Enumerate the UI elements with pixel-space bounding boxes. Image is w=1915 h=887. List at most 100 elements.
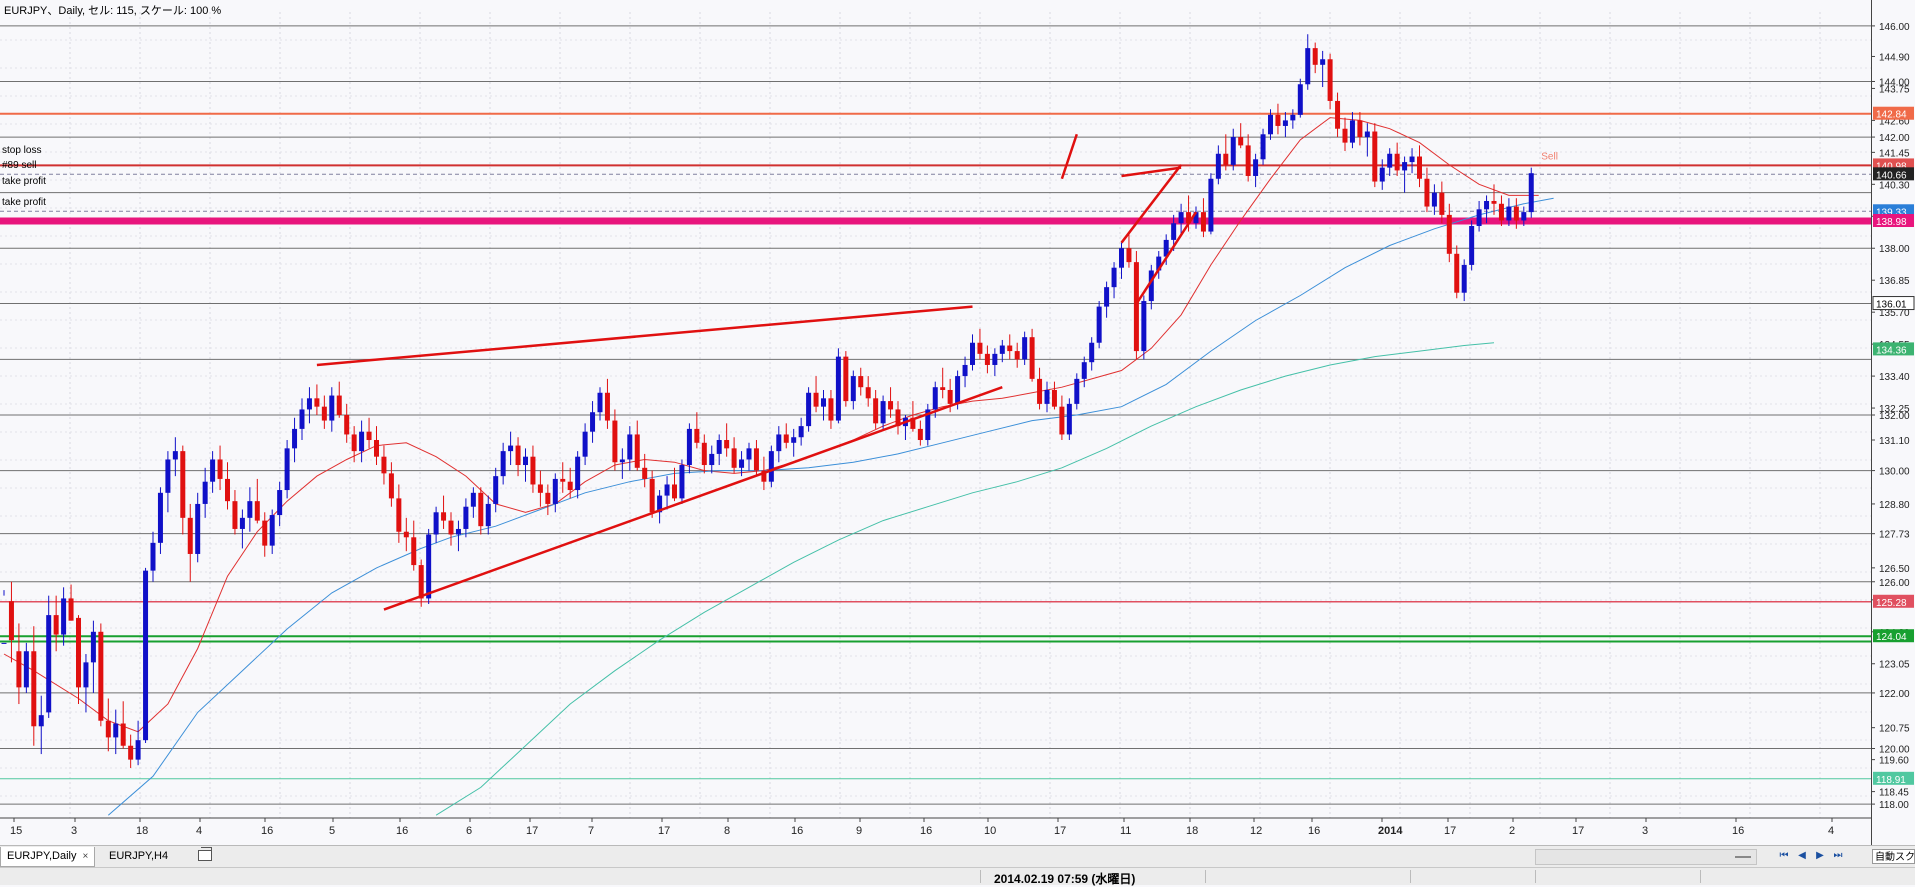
price-tick-label: 146.00 [1879,22,1910,33]
time-tick-label: 16 [920,825,932,837]
price-tag [1873,214,1914,228]
candle-body [761,470,767,482]
price-tick-label: 140.30 [1879,180,1910,191]
candle-body [932,387,938,410]
candle-body [627,434,633,460]
candle-body [806,392,812,427]
price-tag-label: 138.98 [1876,217,1907,228]
candle-body [1104,287,1110,307]
time-tick-label: 16 [261,825,273,837]
window-restore-icon[interactable] [198,847,212,861]
candle-body [582,431,588,457]
price-tick-label: 128.80 [1879,500,1910,511]
candle-body [1506,206,1512,221]
candle-body [1223,153,1229,165]
price-tick-label: 138.00 [1879,244,1910,255]
candle-body [76,617,81,688]
candle-body [1141,301,1147,352]
tab-eurjpy-daily[interactable]: EURJPY,Daily × [0,847,96,867]
candle-body [98,631,104,721]
candle-body [828,398,834,421]
trendline [1060,133,1078,180]
scroll-last-icon[interactable]: ⏭ [1833,850,1843,861]
price-tick-label: 132.25 [1879,404,1910,415]
candle-body [835,356,841,421]
close-icon[interactable]: × [82,851,89,862]
candle-body [1417,156,1422,179]
candle-body [16,651,22,688]
time-tick-label: 17 [526,825,538,837]
trendline [383,386,1003,611]
candle-body [1476,209,1482,227]
candle-body [604,392,610,421]
candle-body [679,465,685,499]
candle-body [1305,48,1311,85]
candle-body [172,451,178,460]
candle-body [1402,162,1408,171]
candle-body [8,601,14,641]
candle-body [1424,178,1430,207]
status-bar: 2014.02.19 07:59 (水曜日) [0,867,1915,886]
candle-body [1163,239,1169,257]
candle-body [858,376,864,388]
candle-body [1178,212,1184,224]
price-tick-label: 135.70 [1879,308,1910,319]
candle-body [1461,264,1467,293]
candle-body [344,415,350,435]
time-tick-label: 3 [1642,825,1648,837]
price-tag-label: 140.98 [1876,161,1907,172]
candle-body [1074,378,1080,404]
candle-body [1379,167,1385,182]
candle-body [478,492,484,527]
candle-body [1022,337,1028,360]
scroll-left-icon[interactable]: ◀ [1798,850,1806,861]
candle-body [1394,153,1400,171]
time-tick-label: 17 [1054,825,1066,837]
candle-body [1513,206,1519,221]
candle-body [1171,223,1177,240]
tab-eurjpy-h4[interactable]: EURJPY,H4 [103,847,174,866]
candle-body [1044,389,1050,404]
candle-body [269,515,275,546]
time-tick-label: 3 [71,825,77,837]
candle-body [597,392,603,413]
time-tick-label: 5 [329,825,335,837]
moving-average-line [435,342,1495,816]
time-tick-label: 17 [1444,825,1456,837]
candle-body [411,537,417,566]
candle-body [1148,270,1154,302]
candle-body [426,534,432,599]
candle-body [955,376,961,404]
candle-body [619,459,625,463]
price-tick-label: 141.45 [1879,148,1910,159]
chart-tab-bar: EURJPY,Daily × EURJPY,H4 [0,845,1915,868]
candle-body [940,387,946,390]
take-profit-label-1: take profit [2,176,46,187]
candle-body [23,651,29,688]
status-separator [1410,870,1411,883]
candle-body [463,506,469,529]
candle-body [686,428,692,466]
scroll-first-icon[interactable]: ⏮ [1779,850,1789,861]
candle-body [120,723,126,746]
candle-body [716,440,722,454]
price-tick-label: 142.00 [1879,133,1910,144]
candle-body [292,428,298,449]
candle-body [657,495,663,513]
scroll-right-icon[interactable]: ▶ [1816,850,1824,861]
price-tick-label: 127.73 [1879,530,1910,541]
price-tag-label: 118.91 [1876,775,1906,786]
candle-body [225,478,230,502]
price-tick-label: 120.00 [1879,745,1910,756]
horizontal-scrollbar[interactable] [1535,849,1757,865]
autoscroll-button[interactable]: 自動スクロール [1872,849,1915,864]
candle-body [821,398,826,407]
candle-body [306,398,312,410]
candle-body [731,448,737,468]
candle-body [1253,159,1259,176]
scroll-thumb[interactable] [1735,852,1751,861]
candle-body [1260,134,1266,160]
time-tick-label: 7 [588,825,594,837]
